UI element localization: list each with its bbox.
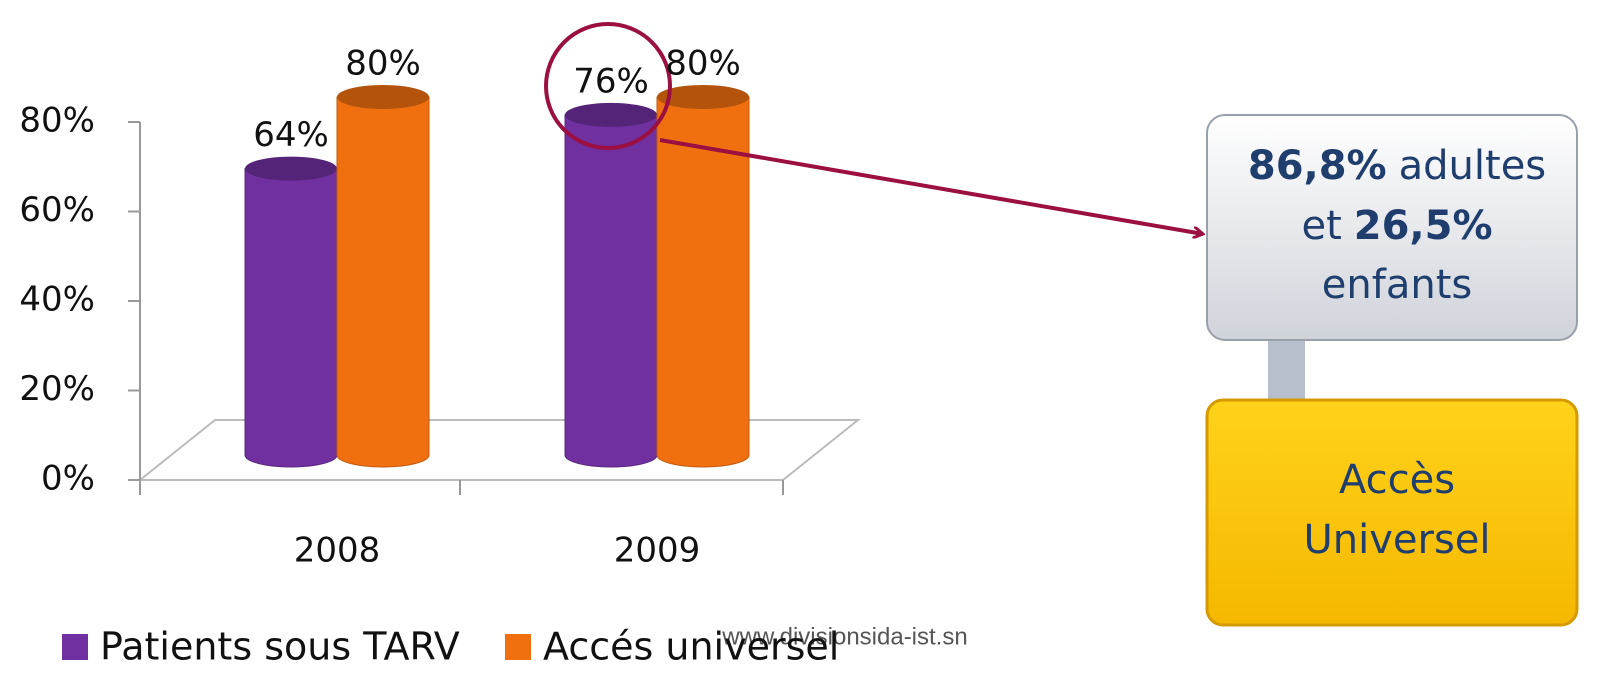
bars <box>244 85 750 468</box>
value-label: 80% <box>345 44 421 84</box>
goal-text: Universel <box>1303 517 1490 563</box>
callout-text: adultes <box>1399 143 1547 189</box>
value-label: 76% <box>573 61 649 101</box>
legend-label: Accés universel <box>543 625 839 669</box>
bar-cap <box>245 156 337 181</box>
connector <box>1268 338 1305 402</box>
highlight-circle <box>544 22 672 150</box>
y-tick-label: 80% <box>19 101 95 141</box>
callout-line: et 26,5% <box>1301 203 1492 249</box>
y-tick-label: 60% <box>19 190 95 230</box>
callout-text: enfants <box>1322 262 1472 308</box>
bar <box>336 96 430 468</box>
bar <box>244 168 338 468</box>
y-tick-label: 20% <box>19 369 95 409</box>
arrow <box>659 138 1203 234</box>
bar-cap <box>565 102 657 127</box>
legend-swatch <box>62 634 88 660</box>
value-label: 80% <box>665 44 741 84</box>
goal-text: Accès <box>1339 457 1455 503</box>
watermark: www.divisionsida-ist.sn <box>721 623 967 650</box>
y-tick-label: 40% <box>19 280 95 320</box>
x-tick-label: 2009 <box>614 531 701 571</box>
legend-label: Patients sous TARV <box>100 625 460 669</box>
y-tick-label: 0% <box>41 459 95 499</box>
bar-cap <box>657 85 749 109</box>
callout-value: 26,5% <box>1354 203 1493 249</box>
legend-swatch <box>505 634 531 660</box>
goal-box <box>1205 398 1579 627</box>
callout-box <box>1206 114 1578 341</box>
callout-text: et <box>1301 203 1341 249</box>
bar <box>656 96 750 468</box>
x-tick-label: 2008 <box>294 531 381 571</box>
bar <box>564 114 658 468</box>
bar-cap <box>337 85 429 109</box>
value-label: 64% <box>253 115 329 155</box>
floor <box>137 419 861 481</box>
callout-line: 86,8% adultes <box>1248 143 1546 189</box>
callout-value: 86,8% <box>1248 143 1387 189</box>
